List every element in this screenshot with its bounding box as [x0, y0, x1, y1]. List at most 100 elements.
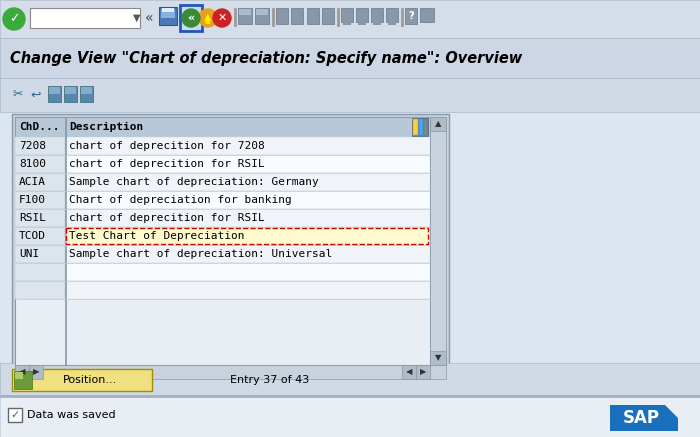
Bar [0, 38, 700, 78]
Bar [15, 137, 65, 155]
Bar [15, 208, 430, 209]
Bar [65, 227, 430, 245]
Bar [15, 173, 65, 191]
Circle shape [199, 9, 217, 27]
Text: ✓: ✓ [10, 410, 20, 420]
Text: ▼: ▼ [435, 354, 441, 363]
Bar [358, 22, 366, 25]
Bar [15, 117, 430, 137]
Bar [234, 8, 235, 26]
Bar [48, 86, 61, 102]
Text: Test Chart of Depreciation: Test Chart of Depreciation [69, 231, 244, 241]
Text: ◀: ◀ [19, 368, 25, 377]
Bar [256, 9, 268, 15]
Bar [65, 87, 76, 94]
Text: ▶: ▶ [33, 368, 39, 377]
Text: TCOD: TCOD [19, 231, 46, 241]
Bar [81, 87, 92, 94]
Bar [162, 8, 174, 12]
Bar [65, 155, 430, 173]
Text: ACIA: ACIA [19, 177, 46, 187]
Bar [239, 9, 251, 15]
Bar [65, 137, 430, 155]
Text: Description: Description [69, 122, 144, 132]
Bar [65, 209, 430, 227]
Text: F100: F100 [19, 195, 46, 205]
Bar [420, 8, 434, 22]
Text: 8100: 8100 [19, 159, 46, 169]
Bar [65, 117, 66, 365]
Bar [30, 8, 140, 28]
Text: RSIL: RSIL [19, 213, 46, 223]
Bar [255, 8, 269, 24]
Bar [610, 405, 678, 431]
Bar [373, 22, 381, 25]
Bar [0, 78, 700, 112]
Text: ↩: ↩ [30, 89, 41, 101]
Bar [15, 281, 65, 299]
Text: ▼: ▼ [133, 13, 141, 23]
Bar [272, 8, 274, 26]
Bar [416, 365, 430, 379]
Bar [291, 8, 303, 24]
Bar [419, 119, 423, 135]
Bar [15, 365, 29, 379]
Text: Chart of depreciation for banking: Chart of depreciation for banking [69, 195, 292, 205]
Text: ▲: ▲ [205, 18, 211, 24]
Bar [15, 245, 65, 263]
Bar [0, 363, 700, 399]
Bar [430, 117, 446, 365]
Bar [15, 227, 65, 245]
Text: Position...: Position... [63, 375, 117, 385]
Bar [412, 118, 428, 136]
Bar [15, 191, 65, 209]
Bar [238, 8, 252, 24]
Bar [356, 8, 368, 22]
Bar [65, 245, 430, 263]
Bar [0, 395, 700, 397]
Bar [65, 173, 430, 191]
Bar [15, 209, 65, 227]
Bar [15, 263, 65, 281]
Bar [371, 8, 383, 22]
Bar [12, 369, 152, 391]
Bar [29, 365, 43, 379]
Text: UNI: UNI [19, 249, 39, 259]
Bar [424, 119, 427, 135]
Bar [343, 22, 351, 25]
Text: Sample chart of depreciation: Germany: Sample chart of depreciation: Germany [69, 177, 318, 187]
Bar [0, 395, 700, 437]
Text: chart of deprecition for 7208: chart of deprecition for 7208 [69, 141, 265, 151]
Text: Entry 37 of 43: Entry 37 of 43 [230, 375, 309, 385]
Text: chart of deprecition for RSIL: chart of deprecition for RSIL [69, 159, 265, 169]
Bar [15, 244, 430, 245]
Bar [65, 191, 430, 209]
Text: ◀: ◀ [406, 368, 412, 377]
Text: ChD...: ChD... [19, 122, 60, 132]
Bar [405, 8, 417, 24]
Bar [8, 408, 22, 422]
Bar [65, 281, 430, 299]
Bar [80, 86, 93, 102]
Text: chart of deprecition for RSIL: chart of deprecition for RSIL [69, 213, 265, 223]
Bar [14, 371, 32, 389]
Bar [341, 8, 353, 22]
Text: «: « [188, 13, 195, 23]
Polygon shape [665, 405, 678, 418]
Text: ▲: ▲ [435, 119, 441, 128]
Text: «: « [145, 11, 153, 25]
Circle shape [213, 9, 231, 27]
Bar [180, 5, 202, 31]
Bar [307, 8, 319, 24]
Text: ▶: ▶ [420, 368, 426, 377]
Bar [15, 155, 65, 173]
Bar [322, 8, 334, 24]
Bar [0, 0, 700, 38]
Bar [49, 87, 60, 94]
Bar [12, 114, 449, 384]
Text: SAP: SAP [622, 409, 659, 427]
Circle shape [3, 8, 25, 30]
Text: ▲: ▲ [204, 12, 211, 22]
Text: ✂: ✂ [12, 89, 22, 101]
Text: Change View "Chart of depreciation: Specify name": Overview: Change View "Chart of depreciation: Spec… [10, 51, 522, 66]
